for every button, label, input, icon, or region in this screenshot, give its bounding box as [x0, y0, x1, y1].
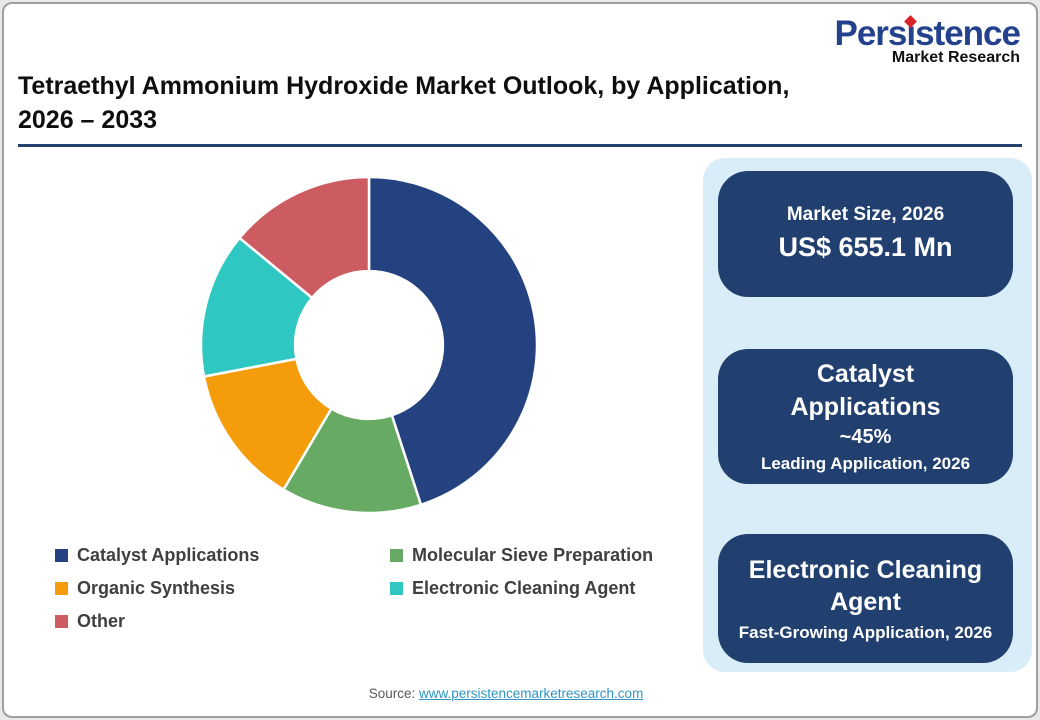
page-title-line1: Tetraethyl Ammonium Hydroxide Market Out…: [18, 72, 790, 100]
stat-card-market-size: Market Size, 2026 US$ 655.1 Mn: [718, 171, 1013, 297]
legend-label: Catalyst Applications: [77, 545, 260, 565]
donut-chart: [199, 175, 539, 515]
leading-application-share: ~45%: [839, 426, 892, 449]
page-title-line2: 2026 – 2033: [18, 105, 158, 134]
legend-swatch-electronic-cleaning: [390, 582, 403, 596]
legend-swatch-catalyst: [55, 549, 68, 563]
stat-card-leading-application: Catalyst Applications ~45% Leading Appli…: [718, 349, 1013, 484]
legend-item-electronic-cleaning-agent: Electronic Cleaning Agent: [390, 577, 653, 599]
title-divider: [18, 144, 1022, 147]
legend-label: Organic Synthesis: [77, 577, 236, 598]
leading-application-caption: Leading Application, 2026: [760, 454, 971, 474]
legend-swatch-molecular-sieve: [390, 549, 403, 563]
market-size-value: US$ 655.1 Mn: [778, 231, 953, 262]
legend-label: Other: [77, 610, 126, 631]
donut-slice-0: [367, 175, 539, 507]
legend-item-other: Other: [55, 610, 390, 632]
fast-growing-title: Electronic Cleaning Agent: [748, 555, 983, 617]
leading-application-title: Catalyst Applications: [790, 360, 941, 421]
legend-swatch-other: [55, 614, 68, 628]
chart-legend: Catalyst Applications Molecular Sieve Pr…: [55, 545, 654, 632]
logo-subtitle: Market Research: [891, 49, 1020, 66]
source-link[interactable]: www.persistencemarketresearch.com: [418, 686, 644, 701]
donut-slice-1: [282, 407, 423, 515]
fast-growing-caption: Fast-Growing Application, 2026: [738, 622, 993, 642]
legend-label: Molecular Sieve Preparation: [412, 545, 654, 565]
donut-slice-4: [238, 175, 371, 300]
legend-item-catalyst-applications: Catalyst Applications: [55, 545, 390, 566]
logo: Persistence Market Research: [834, 14, 1021, 67]
market-size-label: Market Size, 2026: [786, 203, 945, 225]
page-title: Tetraethyl Ammonium Hydroxide Market Out…: [18, 70, 998, 138]
source-label: Source:: [368, 686, 416, 701]
donut-slice-2: [202, 357, 333, 491]
logo-brand-text: Persistence: [834, 14, 1021, 53]
legend-item-organic-synthesis: Organic Synthesis: [55, 577, 390, 599]
legend-item-molecular-sieve-preparation: Molecular Sieve Preparation: [390, 545, 654, 566]
legend-swatch-organic-synthesis: [55, 582, 68, 596]
legend-label: Electronic Cleaning Agent: [412, 577, 636, 598]
source-line: Source: www.persistencemarketresearch.co…: [0, 686, 1012, 701]
highlights-panel: Market Size, 2026 US$ 655.1 Mn Catalyst …: [703, 158, 1032, 672]
stat-card-fast-growing-application: Electronic Cleaning Agent Fast-Growing A…: [718, 534, 1013, 663]
